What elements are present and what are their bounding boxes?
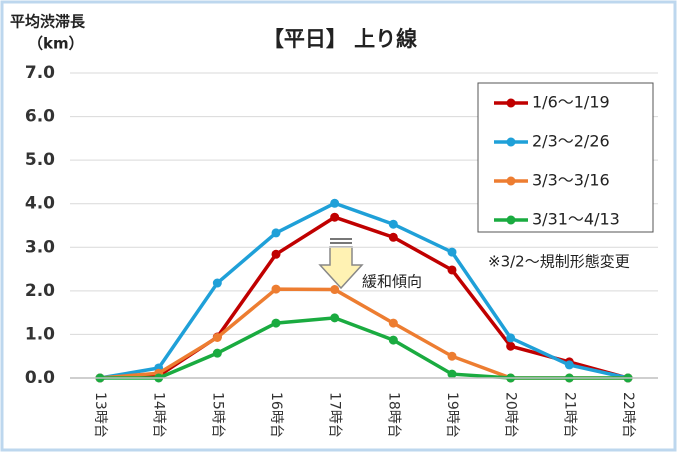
annotation: ※3/2～規制形態変更 bbox=[488, 253, 630, 271]
x-tick-label: 22時台 bbox=[620, 392, 636, 438]
x-tick-label: 21時台 bbox=[561, 392, 577, 438]
y-label: 平均渋滞長 bbox=[10, 13, 86, 31]
data-point bbox=[271, 318, 281, 328]
data-point bbox=[388, 318, 398, 328]
x-tick-label: 19時台 bbox=[444, 392, 460, 438]
y-tick-label: 2.0 bbox=[25, 281, 55, 301]
data-point bbox=[447, 265, 457, 275]
legend-swatch bbox=[506, 176, 516, 186]
chart-title: 【平日】 上り線 bbox=[263, 27, 417, 51]
y-label: （km） bbox=[28, 35, 84, 53]
data-point bbox=[212, 332, 222, 342]
data-point bbox=[330, 212, 340, 222]
y-tick-label: 6.0 bbox=[25, 107, 55, 127]
data-point bbox=[447, 351, 457, 361]
x-tick-label: 13時台 bbox=[92, 392, 108, 438]
data-point bbox=[271, 228, 281, 238]
data-point bbox=[271, 284, 281, 294]
x-tick-label: 20時台 bbox=[503, 392, 519, 438]
data-point bbox=[506, 341, 516, 351]
legend-label: 1/6～1/19 bbox=[532, 93, 610, 112]
data-point bbox=[212, 348, 222, 358]
data-point bbox=[388, 335, 398, 345]
x-tick-label: 14時台 bbox=[151, 392, 167, 438]
x-tick-label: 17時台 bbox=[327, 392, 343, 438]
data-point bbox=[447, 247, 457, 257]
y-tick-label: 4.0 bbox=[25, 194, 55, 214]
data-point bbox=[271, 249, 281, 259]
data-point bbox=[330, 313, 340, 323]
data-point bbox=[506, 333, 516, 343]
y-tick-label: 3.0 bbox=[25, 237, 55, 257]
legend-swatch bbox=[506, 98, 516, 108]
x-tick-label: 16時台 bbox=[268, 392, 284, 438]
y-tick-label: 7.0 bbox=[25, 63, 55, 83]
data-point bbox=[388, 219, 398, 229]
y-tick-label: 5.0 bbox=[25, 150, 55, 170]
legend-label: 2/3～2/26 bbox=[532, 132, 610, 151]
series-line bbox=[99, 201, 629, 380]
data-point bbox=[447, 369, 457, 379]
arrow bbox=[318, 238, 364, 290]
data-point bbox=[388, 232, 398, 242]
legend-label: 3/3～3/16 bbox=[532, 171, 610, 190]
data-point bbox=[212, 278, 222, 288]
data-point bbox=[330, 285, 340, 295]
annotation: 緩和傾向 bbox=[362, 273, 422, 291]
legend-swatch bbox=[506, 137, 516, 147]
data-point bbox=[564, 360, 574, 370]
legend-label: 3/31～4/13 bbox=[532, 210, 620, 229]
x-tick-label: 18時台 bbox=[385, 392, 401, 438]
data-point bbox=[330, 198, 340, 208]
legend-swatch bbox=[506, 215, 516, 225]
y-tick-label: 0.0 bbox=[25, 368, 55, 388]
legend-box bbox=[477, 82, 654, 233]
x-tick-label: 15時台 bbox=[209, 392, 225, 438]
y-tick-label: 1.0 bbox=[25, 324, 55, 344]
